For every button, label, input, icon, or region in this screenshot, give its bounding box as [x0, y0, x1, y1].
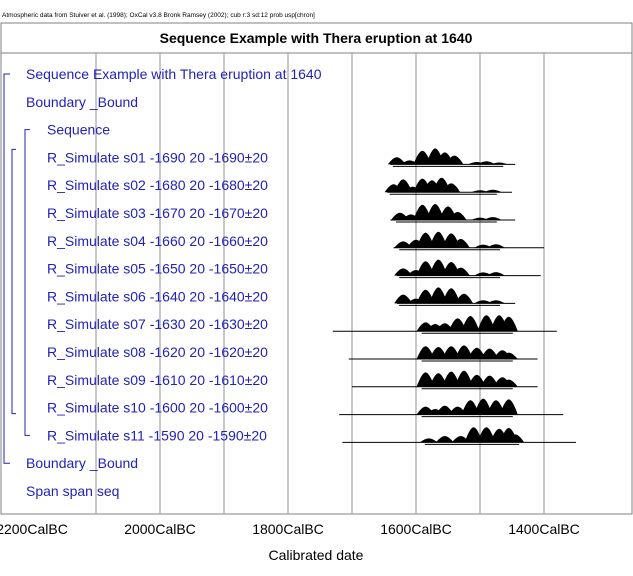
- row-label: Span span seq: [26, 483, 119, 499]
- distribution-peak: [467, 374, 486, 387]
- distribution-peak: [426, 204, 445, 220]
- distribution-peak: [442, 183, 461, 193]
- distribution-peak: [416, 289, 435, 304]
- distribution-peak: [442, 346, 461, 359]
- inner-sequence-bracket: [24, 129, 30, 436]
- row-label: Sequence Example with Thera eruption at …: [26, 66, 322, 82]
- distribution-peak: [499, 399, 518, 415]
- distribution-peak: [394, 241, 413, 248]
- distribution-peak: [416, 232, 435, 248]
- row-label: R_Simulate s11 -1590 20 -1590±20: [47, 427, 267, 443]
- distribution-peak: [394, 268, 413, 276]
- distribution-peak: [483, 189, 502, 193]
- distribution-peak: [429, 347, 448, 359]
- distribution-peak: [448, 318, 467, 332]
- distribution-peak: [506, 434, 525, 443]
- distribution-peak: [490, 162, 509, 165]
- distribution-peak: [499, 316, 518, 332]
- x-tick-label: 1800CalBC: [252, 521, 324, 537]
- distribution-peak: [480, 375, 499, 387]
- row-label: R_Simulate s09 -1610 20 -1610±20: [47, 372, 268, 388]
- distribution-peak: [464, 427, 483, 443]
- row-label: R_Simulate s03 -1670 20 -1670±20: [47, 205, 268, 221]
- plot-frame: [0, 22, 633, 515]
- distribution-peak: [474, 272, 493, 276]
- row-label: R_Simulate s10 -1600 20 -1600±20: [47, 400, 268, 416]
- distribution-peak: [455, 293, 473, 304]
- distribution-peak: [416, 261, 435, 276]
- distribution-peak: [487, 272, 505, 276]
- distribution-peak: [448, 406, 467, 415]
- distribution-peak: [435, 405, 454, 415]
- x-tick-label: 1600CalBC: [380, 521, 452, 537]
- distribution-peak: [487, 300, 505, 304]
- sequence-brackets: [3, 73, 30, 464]
- distribution-peak: [477, 427, 496, 443]
- row-label: R_Simulate s02 -1680 20 -1680±20: [47, 177, 268, 193]
- distribution-peak: [499, 379, 518, 387]
- outer-sequence-bracket: [3, 73, 10, 464]
- row-label: R_Simulate s01 -1690 20 -1690±20: [47, 149, 268, 165]
- x-axis-label: Calibrated date: [269, 547, 364, 563]
- x-tick-label: 2000CalBC: [124, 521, 196, 537]
- distribution-peak: [477, 161, 496, 165]
- distribution-peak: [413, 150, 432, 165]
- distribution-peak: [435, 436, 454, 443]
- distribution-peak: [448, 212, 467, 220]
- distribution-peak: [483, 217, 502, 220]
- grid-lines: [95, 53, 545, 514]
- distribution-peak: [474, 398, 493, 415]
- distribution-peak: [435, 323, 454, 332]
- distribution-peak: [429, 259, 448, 276]
- chart-title: Sequence Example with Thera eruption at …: [160, 30, 473, 46]
- x-tick-label: 1400CalBC: [508, 521, 580, 537]
- distribution-peak: [451, 267, 470, 276]
- distribution-peak: [442, 371, 461, 387]
- distribution-peak: [487, 244, 505, 248]
- distribution-peak: [499, 352, 518, 359]
- distribution-peak: [387, 157, 406, 165]
- row-label: R_Simulate s08 -1620 20 -1620±20: [47, 344, 268, 360]
- distribution-peak: [471, 190, 489, 193]
- distribution-peak: [461, 316, 480, 332]
- row-group: Sequence Example with Thera eruption at …: [26, 66, 576, 499]
- distribution-peak: [429, 287, 448, 304]
- distribution-peak: [487, 400, 505, 415]
- distribution-peak: [467, 347, 486, 359]
- distribution-peak: [416, 372, 435, 387]
- distribution-peak: [477, 315, 496, 332]
- distribution-peak: [451, 239, 470, 248]
- row-label: Boundary _Bound: [26, 94, 138, 110]
- row-label: R_Simulate s07 -1630 20 -1630±20: [47, 316, 268, 332]
- distribution-peak: [480, 348, 499, 359]
- distribution-peak: [416, 346, 435, 359]
- distribution-peak: [413, 204, 432, 220]
- row-label: R_Simulate s04 -1660 20 -1660±20: [47, 233, 268, 249]
- row-label: Boundary _Bound: [26, 455, 138, 471]
- distribution-peak: [471, 217, 489, 220]
- distribution-peak: [455, 370, 473, 387]
- date-group-bracket: [11, 148, 16, 415]
- distribution-peak: [429, 373, 448, 387]
- distribution-peak: [442, 288, 461, 304]
- distribution-peak: [461, 400, 480, 415]
- citation-text: Atmospheric data from Stuiver et al. (19…: [2, 12, 315, 19]
- distribution-peak: [474, 300, 493, 304]
- distribution-peak: [474, 244, 493, 248]
- row-label: Sequence: [47, 122, 110, 138]
- row-label: R_Simulate s05 -1650 20 -1650±20: [47, 261, 268, 277]
- distribution-peak: [419, 438, 438, 443]
- x-tick-label: 2200CalBC: [0, 521, 68, 537]
- distribution-peak: [429, 231, 448, 248]
- x-axis-ticks: 2200CalBC 2000CalBC 1800CalBC 1600CalBC 1400…: [0, 521, 580, 537]
- distribution-peak: [455, 345, 473, 359]
- row-label: R_Simulate s06 -1640 20 -1640±20: [47, 288, 268, 304]
- distribution-peak: [394, 294, 413, 304]
- distribution-peak: [445, 155, 464, 165]
